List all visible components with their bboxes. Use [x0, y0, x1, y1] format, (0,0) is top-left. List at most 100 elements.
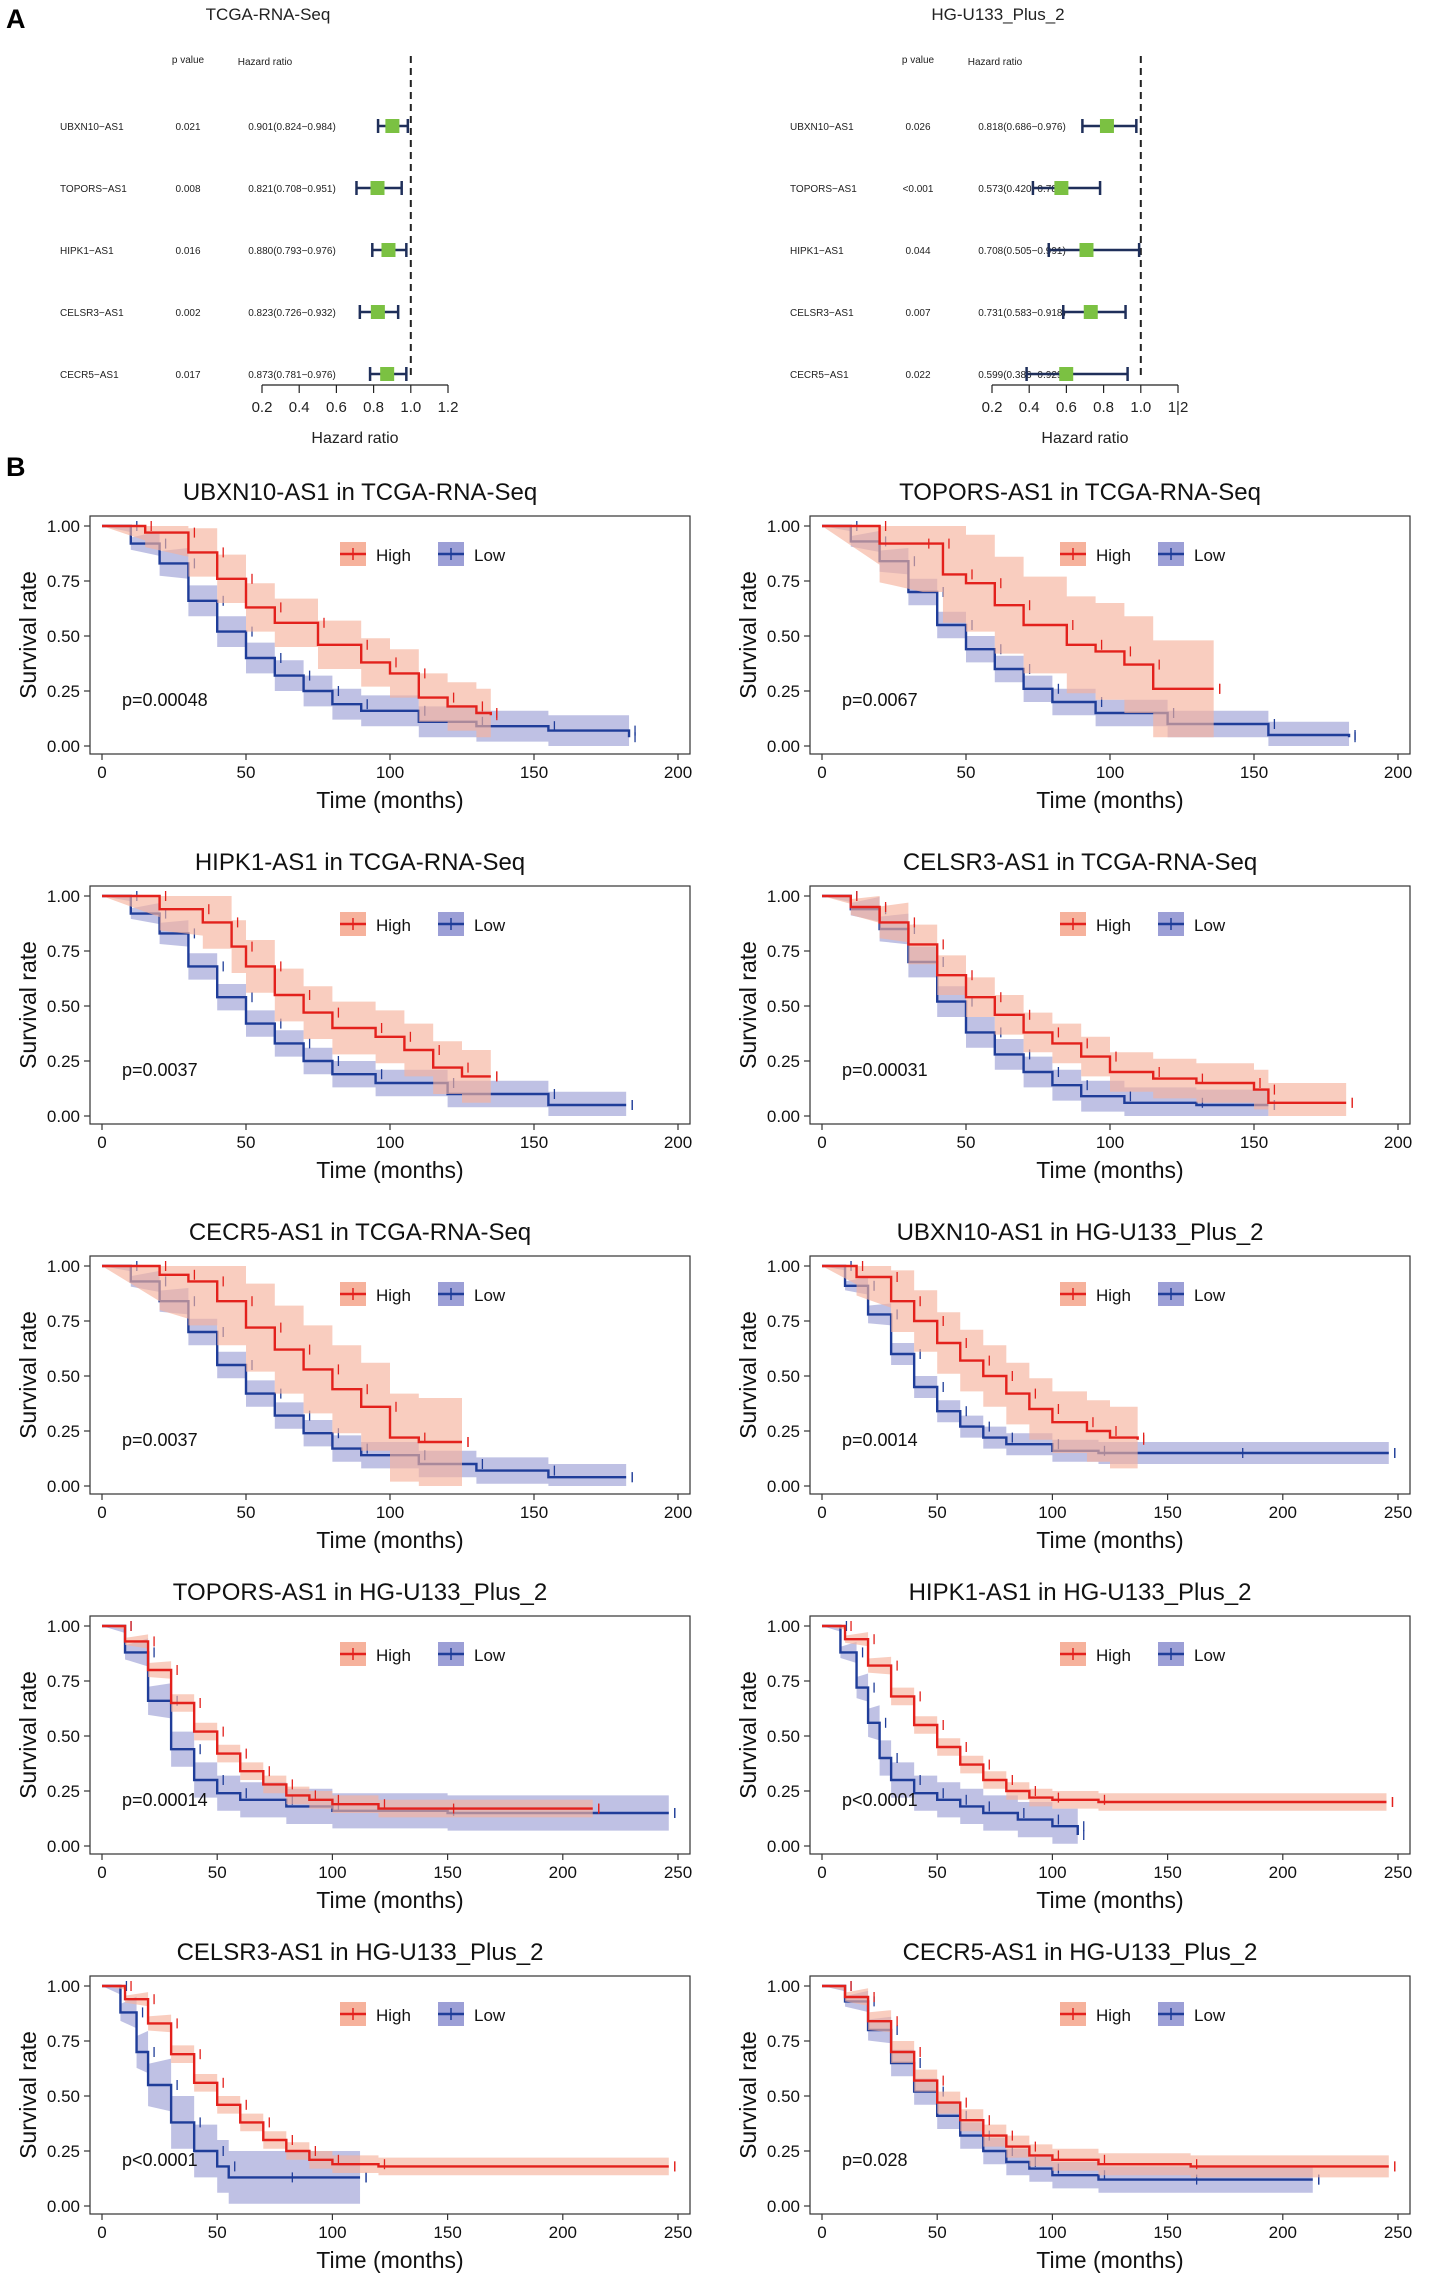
forest-row-hr-text: 0.873(0.781−0.976): [248, 370, 336, 381]
km-x-tick-label: 100: [318, 2223, 346, 2242]
km-plot-frame: [809, 1255, 1411, 1495]
km-x-tick-label: 0: [817, 1503, 826, 1522]
km-ci-band-high: [102, 526, 491, 740]
km-title: UBXN10-AS1 in HG-U133_Plus_2: [897, 1219, 1264, 1246]
km-x-tick-label: 150: [1240, 763, 1268, 782]
forest-row-pvalue: 0.017: [175, 370, 200, 381]
km-curve-high: [822, 894, 1347, 1104]
km-x-tick-label: 200: [1384, 763, 1412, 782]
km-x-tick-label: 50: [957, 763, 976, 782]
forest-row-hr-text: 0.823(0.726−0.932): [248, 308, 336, 319]
km-y-tick-label: 1.00: [47, 887, 80, 906]
km-x-tick-label: 150: [1153, 2223, 1181, 2242]
km-x-label: Time (months): [1036, 1157, 1183, 1183]
km-ci-band-high: [102, 896, 491, 1103]
km-y-tick-label: 0.00: [47, 737, 80, 756]
km-y-tick-label: 0.50: [47, 627, 80, 646]
km-x-tick-label: 0: [97, 1863, 106, 1882]
km-curve-low: [822, 894, 1269, 1107]
forest-row-pvalue: 0.022: [905, 370, 930, 381]
km-y-tick-label: 0.25: [47, 1422, 80, 1441]
km-pvalue: p=0.0067: [842, 690, 918, 710]
km-legend-low: Low: [1194, 2006, 1226, 2025]
km-topors-tcga: TOPORS-AS1 in TCGA-RNA-Seq 0.00 0.25 0.50 0.…: [735, 479, 1412, 813]
km-pvalue: p=0.0014: [842, 1430, 918, 1450]
forest-x-tick-label: 0.8: [363, 399, 384, 416]
km-x-tick-label: 0: [97, 763, 106, 782]
km-y-tick-label: 0.75: [767, 1312, 800, 1331]
km-y-tick-label: 0.50: [767, 627, 800, 646]
forest-plot-tcga: TCGA-RNA-Seq p value Hazard ratio UBXN10−AS…: [60, 5, 458, 447]
forest-hr-box: [381, 243, 396, 257]
km-x-label: Time (months): [1036, 1527, 1183, 1553]
km-legend-low: Low: [474, 1646, 506, 1665]
forest-row-hr-text: 0.599(0.386−0.929): [978, 370, 1066, 381]
forest-title: TCGA-RNA-Seq: [206, 5, 331, 24]
km-y-label: Survival rate: [735, 2031, 761, 2159]
forest-row-hr-text: 0.821(0.708−0.951): [248, 184, 336, 195]
forest-x-label: Hazard ratio: [311, 430, 398, 447]
km-x-tick-label: 100: [376, 763, 404, 782]
km-y-tick-label: 0.50: [767, 2087, 800, 2106]
forest-col-pvalue: p value: [172, 55, 205, 66]
forest-row-name: HIPK1−AS1: [790, 246, 844, 257]
km-ci-band-low: [822, 1266, 1389, 1464]
km-y-label: Survival rate: [15, 2031, 41, 2159]
km-curve-high: [102, 1264, 462, 1444]
km-pvalue: p=0.0037: [122, 1430, 198, 1450]
km-y-tick-label: 0.00: [47, 2197, 80, 2216]
km-topors-hg: TOPORS-AS1 in HG-U133_Plus_2 0.00 0.25 0.50…: [15, 1579, 692, 1913]
km-x-tick-label: 200: [664, 763, 692, 782]
km-y-tick-label: 1.00: [767, 887, 800, 906]
km-x-label: Time (months): [316, 1157, 463, 1183]
km-y-tick-label: 0.00: [767, 1107, 800, 1126]
km-ci-band-low: [102, 1986, 361, 2204]
km-y-tick-label: 0.50: [47, 1727, 80, 1746]
km-x-tick-label: 100: [1096, 1133, 1124, 1152]
km-x-tick-label: 50: [208, 2223, 227, 2242]
forest-row-name: UBXN10−AS1: [60, 122, 124, 133]
forest-row-pvalue: 0.026: [905, 122, 930, 133]
forest-x-tick-label: 0.4: [289, 399, 310, 416]
km-x-tick-label: 50: [237, 1133, 256, 1152]
km-x-tick-label: 50: [957, 1133, 976, 1152]
km-x-tick-label: 250: [1384, 1863, 1412, 1882]
km-y-tick-label: 0.75: [767, 2032, 800, 2051]
km-title: TOPORS-AS1 in TCGA-RNA-Seq: [899, 479, 1261, 506]
km-curve-high: [102, 1624, 593, 1810]
km-x-tick-label: 100: [1038, 2223, 1066, 2242]
km-x-tick-label: 50: [928, 1503, 947, 1522]
km-x-tick-label: 150: [1153, 1503, 1181, 1522]
km-legend-high: High: [1096, 1646, 1131, 1665]
km-y-tick-label: 0.75: [47, 1672, 80, 1691]
km-ubxn10-hg: UBXN10-AS1 in HG-U133_Plus_2 0.00 0.25 0.50…: [735, 1219, 1412, 1553]
km-x-tick-label: 0: [97, 1133, 106, 1152]
km-x-tick-label: 200: [1269, 1863, 1297, 1882]
forest-row-name: CELSR3−AS1: [790, 308, 854, 319]
km-x-label: Time (months): [316, 2247, 463, 2273]
km-x-tick-label: 150: [433, 2223, 461, 2242]
km-curve-low: [102, 1984, 361, 2179]
km-y-tick-label: 0.50: [767, 997, 800, 1016]
forest-row-name: HIPK1−AS1: [60, 246, 114, 257]
forest-row-pvalue: 0.021: [175, 122, 200, 133]
km-x-tick-label: 100: [1096, 763, 1124, 782]
forest-row-name: CECR5−AS1: [60, 370, 119, 381]
forest-x-tick-label: 0.4: [1019, 399, 1040, 416]
km-legend-low: Low: [1194, 916, 1226, 935]
km-title: TOPORS-AS1 in HG-U133_Plus_2: [173, 1579, 547, 1606]
km-ci-band-low: [102, 896, 627, 1116]
km-x-tick-label: 150: [520, 1133, 548, 1152]
km-ubxn10-tcga: UBXN10-AS1 in TCGA-RNA-Seq 0.00 0.25 0.50 0.…: [15, 479, 692, 813]
km-y-tick-label: 1.00: [47, 1617, 80, 1636]
km-cecr5-hg: CECR5-AS1 in HG-U133_Plus_2 0.00 0.25 0.50 0…: [735, 1939, 1412, 2273]
km-y-tick-label: 0.25: [47, 1782, 80, 1801]
km-legend-high: High: [1096, 2006, 1131, 2025]
km-ci-band-high: [822, 1266, 1138, 1471]
km-legend-low: Low: [1194, 1646, 1226, 1665]
km-x-tick-label: 150: [1240, 1133, 1268, 1152]
forest-row-name: CELSR3−AS1: [60, 308, 124, 319]
forest-row-pvalue: 0.007: [905, 308, 930, 319]
km-x-tick-label: 50: [928, 1863, 947, 1882]
km-curve-high: [822, 1624, 1387, 1804]
